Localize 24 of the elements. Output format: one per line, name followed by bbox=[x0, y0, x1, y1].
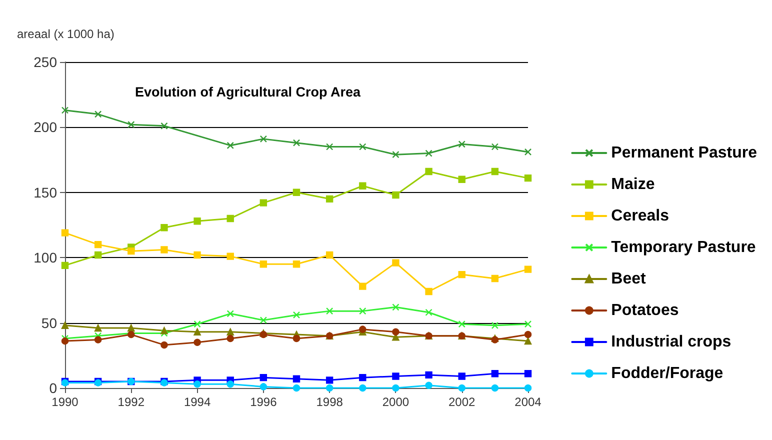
x-tick-label: 2004 bbox=[514, 395, 542, 409]
y-tick-label: 0 bbox=[49, 380, 58, 396]
y-tick-label: 150 bbox=[34, 184, 58, 200]
y-tick-label: 100 bbox=[34, 250, 58, 266]
legend-label: Cereals bbox=[611, 208, 670, 224]
legend-label: Industrial crops bbox=[611, 334, 732, 350]
y-axis-title: areaal (x 1000 ha) bbox=[17, 27, 114, 41]
y-tick-label: 50 bbox=[41, 314, 58, 331]
x-tick-label: 1994 bbox=[184, 395, 211, 409]
x-tick-label: 2000 bbox=[382, 395, 410, 409]
text: Evolution of Agricultural Crop Area bbox=[135, 84, 362, 100]
x-tick-label: 1990 bbox=[52, 395, 79, 409]
legend-label: Temporary Pasture bbox=[611, 239, 756, 256]
legend-label: Maize bbox=[611, 176, 655, 193]
legend-label: Permanent Pasture bbox=[611, 144, 758, 162]
x-tick-label: 1996 bbox=[250, 395, 278, 409]
x-tick-label: 1992 bbox=[118, 395, 145, 409]
x-tick-label: 2002 bbox=[448, 395, 476, 409]
legend-label: Fodder/Forage bbox=[611, 365, 724, 382]
y-tick-label: 200 bbox=[34, 119, 58, 136]
legend-label: Beet bbox=[611, 270, 647, 288]
y-tick-label: 250 bbox=[34, 54, 58, 70]
legend-label: Potatoes bbox=[611, 302, 679, 319]
x-tick-label: 1998 bbox=[316, 395, 344, 409]
